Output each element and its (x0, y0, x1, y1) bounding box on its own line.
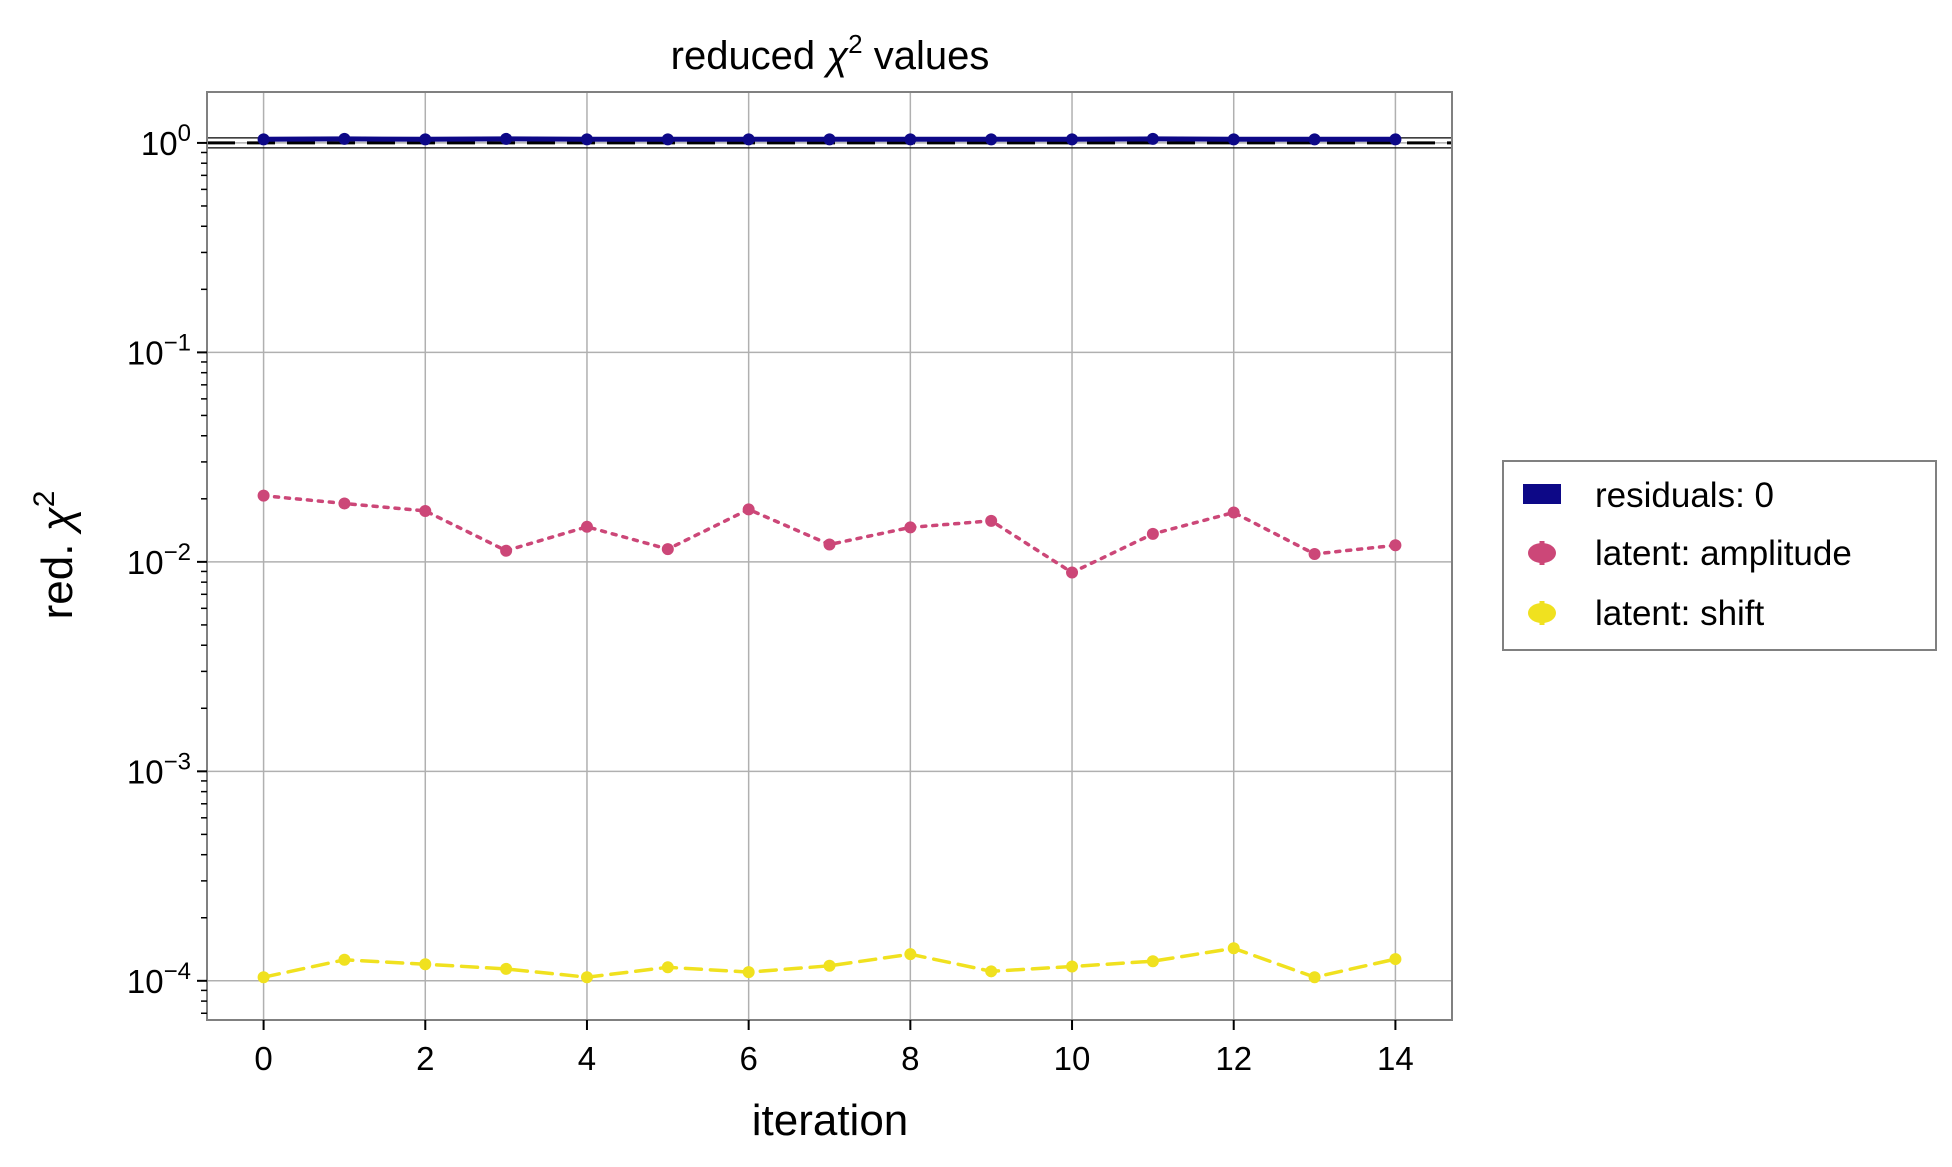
data-point (1146, 132, 1159, 145)
y-tick-label: 10−1 (127, 329, 191, 371)
data-point (904, 521, 917, 534)
plot-area (206, 91, 1453, 1021)
data-point (1066, 960, 1079, 973)
data-point (1227, 506, 1240, 519)
plot-frame (206, 91, 1453, 1021)
x-tick-label: 4 (578, 1040, 596, 1077)
legend-marker (1528, 603, 1556, 623)
data-point (500, 132, 513, 145)
x-tick-label: 8 (901, 1040, 919, 1077)
data-point (580, 133, 593, 146)
legend-item: residuals: 0 (1523, 476, 1774, 515)
data-point (1146, 527, 1159, 540)
x-tick-label: 14 (1377, 1040, 1414, 1077)
legend: residuals: 0 latent: amplitude latent: shi… (1502, 460, 1937, 651)
y-tick-label: 10−4 (127, 958, 191, 1000)
series-residuals-0 (257, 132, 1402, 146)
data-point (1227, 942, 1240, 955)
data-point (823, 133, 836, 146)
y-tick-label: 10−2 (127, 539, 191, 581)
legend-label: residuals: 0 (1595, 476, 1774, 515)
data-point (419, 133, 432, 146)
chart-title: reduced χ2 values (671, 18, 990, 78)
y-axis-label: red. χ2 (28, 491, 82, 620)
data-point (1389, 953, 1402, 966)
data-point (1389, 539, 1402, 552)
data-point (742, 133, 755, 146)
data-point (985, 965, 998, 978)
x-tick-label: 6 (739, 1040, 757, 1077)
data-point (985, 514, 998, 527)
data-point (419, 504, 432, 517)
legend-frame (1502, 460, 1937, 651)
y-axis: 100 10−1 10−2 10−3 10−4 (127, 120, 207, 1015)
legend-swatch (1523, 484, 1561, 504)
data-point (1146, 955, 1159, 968)
data-point (742, 966, 755, 979)
data-point (1308, 971, 1321, 984)
x-axis-label: iteration (752, 1096, 909, 1145)
data-point (257, 971, 270, 984)
data-point (580, 971, 593, 984)
series-latent-amplitude (257, 489, 1402, 579)
data-point (1389, 133, 1402, 146)
x-tick-label: 10 (1054, 1040, 1091, 1077)
legend-item: latent: shift (1528, 594, 1765, 633)
data-point (823, 959, 836, 972)
data-point (1227, 133, 1240, 146)
legend-label: latent: amplitude (1595, 534, 1852, 573)
data-point (904, 133, 917, 146)
data-point (500, 962, 513, 975)
series-layer (257, 132, 1402, 984)
data-point (1308, 548, 1321, 561)
data-point (257, 489, 270, 502)
data-point (985, 133, 998, 146)
x-tick-label: 12 (1215, 1040, 1252, 1077)
data-point (338, 953, 351, 966)
data-point (661, 543, 674, 556)
data-point (580, 520, 593, 533)
legend-marker (1528, 543, 1556, 563)
data-point (338, 132, 351, 145)
y-tick-label: 100 (141, 120, 191, 162)
x-tick-label: 2 (416, 1040, 434, 1077)
y-tick-label: 10−3 (127, 748, 191, 790)
legend-label: latent: shift (1595, 594, 1765, 633)
data-point (419, 958, 432, 971)
data-point (1066, 566, 1079, 579)
legend-item: latent: amplitude (1528, 534, 1852, 573)
x-tick-label: 0 (254, 1040, 272, 1077)
series-latent-shift (257, 942, 1402, 984)
data-point (257, 133, 270, 146)
data-point (661, 961, 674, 974)
data-point (823, 538, 836, 551)
data-point (904, 948, 917, 961)
data-point (1308, 133, 1321, 146)
data-point (661, 133, 674, 146)
x-axis: 0 2 4 6 8 10 12 14 (254, 1020, 1414, 1077)
data-point (338, 497, 351, 510)
data-point (500, 544, 513, 557)
data-point (742, 503, 755, 516)
series-line (261, 946, 1398, 980)
data-point (1066, 133, 1079, 146)
